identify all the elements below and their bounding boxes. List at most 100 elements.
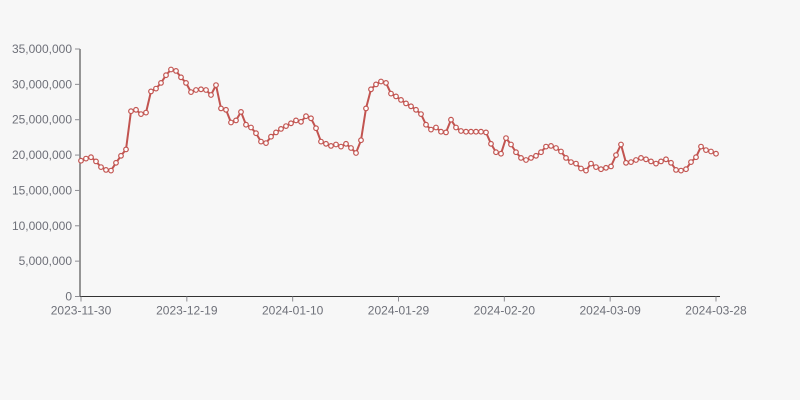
- data-point-marker: [263, 140, 269, 147]
- data-point-marker: [153, 85, 159, 92]
- data-point-marker: [173, 67, 179, 74]
- data-point-marker: [358, 137, 364, 144]
- data-point-marker: [443, 129, 449, 136]
- data-point-marker: [268, 133, 274, 140]
- data-point-marker: [653, 160, 659, 167]
- data-point-marker: [83, 155, 89, 162]
- data-point-marker: [88, 154, 94, 161]
- data-point-marker: [248, 124, 254, 131]
- data-point-marker: [198, 86, 204, 93]
- data-point-marker: [438, 128, 444, 135]
- data-point-marker: [308, 115, 314, 122]
- data-point-marker: [603, 164, 609, 171]
- data-point-marker: [388, 90, 394, 97]
- data-point-marker: [353, 150, 359, 156]
- data-point-marker: [478, 128, 484, 135]
- y-tick-label: 25,000,000: [12, 113, 72, 127]
- data-point-marker: [368, 86, 374, 93]
- data-point-marker: [223, 106, 229, 113]
- data-point-marker: [608, 163, 614, 170]
- data-point-marker: [553, 145, 559, 151]
- data-point-marker: [378, 78, 384, 85]
- data-point-marker: [273, 129, 279, 136]
- data-point-marker: [208, 92, 214, 98]
- data-point-marker: [133, 106, 139, 113]
- data-point-marker: [488, 140, 494, 147]
- data-point-marker: [548, 142, 554, 149]
- data-point-marker: [403, 100, 409, 107]
- data-point-marker: [168, 66, 174, 73]
- data-point-marker: [218, 105, 224, 112]
- data-point-marker: [688, 159, 694, 166]
- data-point-marker: [568, 159, 574, 166]
- data-point-marker: [333, 141, 339, 148]
- y-tick-label: 5,000,000: [19, 254, 73, 268]
- data-point-marker: [103, 166, 109, 173]
- data-point-marker: [663, 156, 669, 163]
- data-point-marker: [468, 128, 474, 135]
- data-point-marker: [473, 128, 479, 135]
- data-point-marker: [498, 150, 504, 157]
- data-point-marker: [483, 129, 489, 136]
- data-point-marker: [533, 152, 539, 159]
- data-point-marker: [233, 117, 239, 124]
- data-point-marker: [638, 154, 644, 161]
- data-point-marker: [503, 135, 509, 142]
- data-point-marker: [98, 164, 104, 171]
- data-point-marker: [108, 167, 114, 174]
- data-point-marker: [543, 143, 549, 150]
- data-point-marker: [408, 103, 414, 110]
- y-tick-label: 15,000,000: [12, 183, 72, 197]
- x-tick-label: 2024-03-09: [579, 304, 641, 318]
- y-axis: 0 5,000,000 10,000,000 15,000,000 20,000,000…: [12, 42, 81, 304]
- data-point-marker: [573, 160, 579, 167]
- y-tick-label: 30,000,000: [12, 77, 72, 91]
- data-point-marker: [693, 154, 699, 161]
- data-point-marker: [398, 96, 404, 103]
- y-tick-label: 10,000,000: [12, 219, 72, 233]
- x-tick-label: 2023-12-19: [156, 304, 218, 318]
- data-point-marker: [463, 128, 469, 135]
- data-point-marker: [178, 74, 184, 81]
- data-point-marker: [313, 125, 319, 132]
- data-point-marker: [288, 120, 294, 127]
- x-axis: 2023-11-30 2023-12-19 2024-01-10 2024-01-29…: [51, 296, 747, 318]
- y-tick-label: 35,000,000: [12, 42, 72, 56]
- data-point-marker: [643, 156, 649, 163]
- data-point-marker: [513, 149, 519, 156]
- data-point-marker: [578, 165, 584, 172]
- data-point-marker: [558, 148, 564, 155]
- data-point-marker: [703, 147, 709, 154]
- x-tick-label: 2024-02-20: [474, 304, 536, 318]
- x-tick-label: 2024-01-29: [368, 304, 430, 318]
- data-point-marker: [188, 89, 194, 95]
- data-point-marker: [238, 108, 244, 115]
- data-point-marker: [323, 140, 329, 147]
- data-point-marker: [623, 159, 629, 166]
- data-point-marker: [588, 160, 594, 167]
- data-point-marker: [138, 111, 144, 117]
- data-point-marker: [183, 79, 189, 86]
- data-point-marker: [633, 157, 639, 163]
- data-point-marker: [698, 143, 704, 150]
- data-point-marker: [118, 152, 124, 159]
- data-point-marker: [78, 157, 84, 164]
- y-tick-label: 0: [65, 290, 72, 304]
- data-point-marker: [418, 111, 424, 117]
- data-point-marker: [618, 141, 624, 148]
- data-point-marker: [243, 121, 249, 128]
- x-tick-label: 2023-11-30: [51, 304, 112, 318]
- series-daily-volume: [78, 66, 719, 174]
- data-point-marker: [518, 154, 524, 161]
- data-point-marker: [258, 138, 264, 145]
- data-point-marker: [523, 157, 529, 163]
- data-point-marker: [433, 124, 439, 131]
- data-point-marker: [363, 105, 369, 112]
- data-point-marker: [538, 149, 544, 156]
- data-point-marker: [93, 158, 99, 165]
- data-point-marker: [113, 159, 119, 166]
- data-point-marker: [143, 109, 149, 116]
- data-point-marker: [278, 125, 284, 132]
